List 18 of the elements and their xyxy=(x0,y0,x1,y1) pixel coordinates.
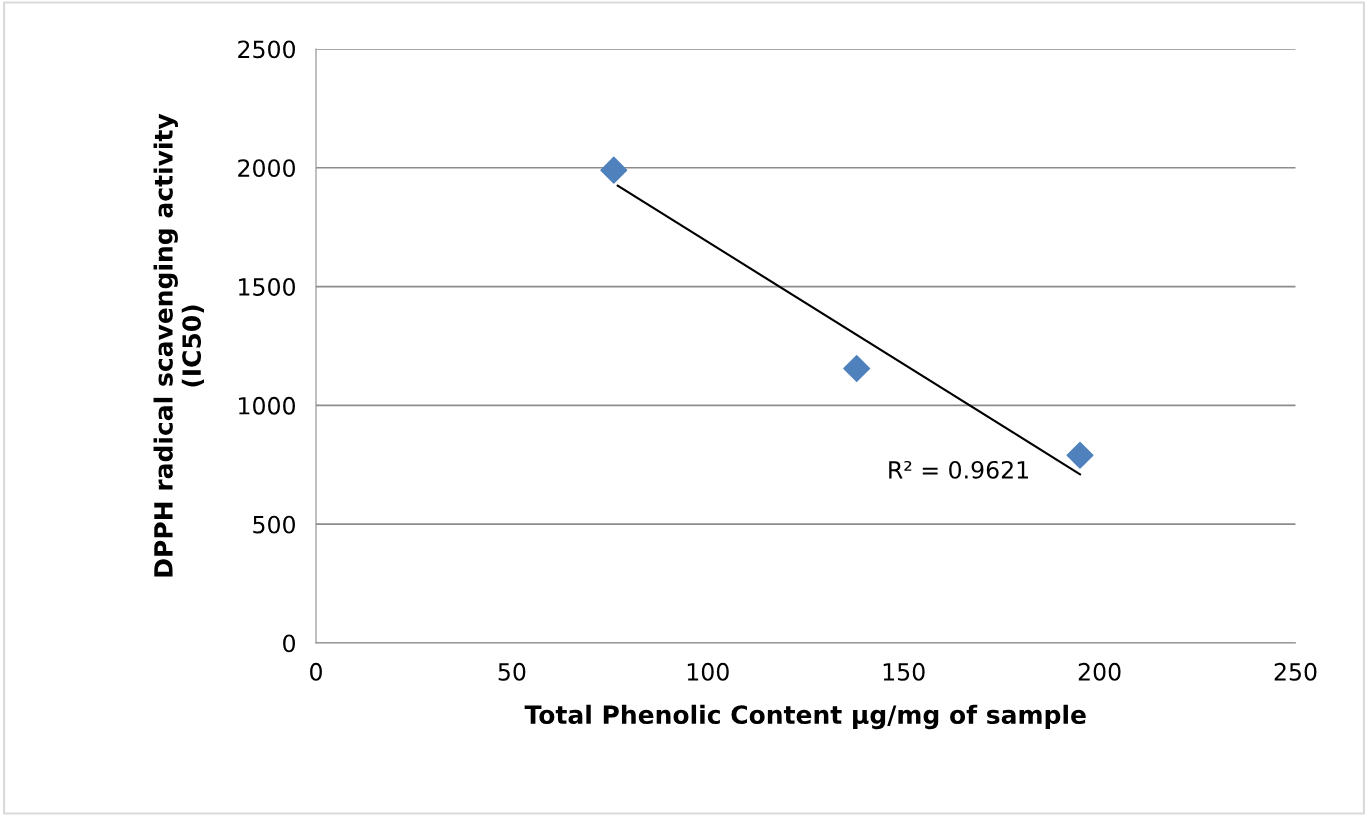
y-tick-label: 1500 xyxy=(239,278,295,296)
x-tick-label: 200 xyxy=(1078,662,1121,681)
x-axis-title: Total Phenolic Content µg/mg of sample xyxy=(524,704,1086,730)
x-tick-label: 0 xyxy=(310,662,322,681)
y-tick-label: 1000 xyxy=(239,396,295,415)
y-tick-label: 2000 xyxy=(238,159,295,178)
x-tick-label: 150 xyxy=(883,662,925,681)
y-tick-label: 2500 xyxy=(238,40,295,59)
y-axis-title: DPPH radical scavenging activity (IC50) xyxy=(153,113,205,577)
x-tick-label: 100 xyxy=(687,662,729,681)
x-tick-label: 250 xyxy=(1274,662,1317,681)
y-tick-label: 500 xyxy=(253,515,295,534)
point xyxy=(1066,441,1094,469)
annotation: R² = 0.9621 xyxy=(889,460,1029,479)
point xyxy=(600,156,628,184)
point xyxy=(843,355,871,383)
x-tick-label: 50 xyxy=(498,662,526,681)
y-tick-label: 0 xyxy=(283,634,295,653)
